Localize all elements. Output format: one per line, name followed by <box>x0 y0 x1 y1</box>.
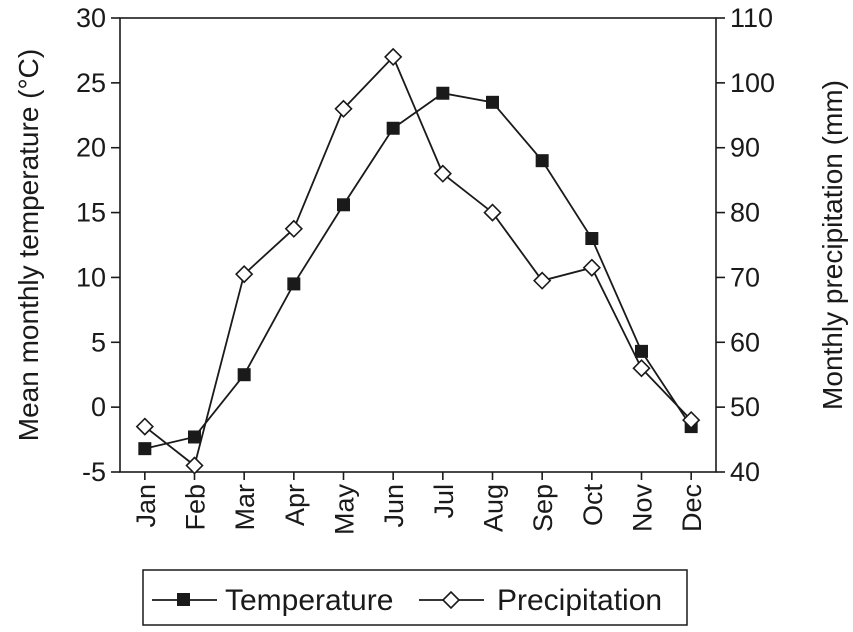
y-tick-label: 15 <box>76 198 106 228</box>
y-tick-label: 5 <box>91 327 106 357</box>
legend-precipitation-label: Precipitation <box>497 584 662 617</box>
legend-precipitation-marker <box>441 590 461 610</box>
x-tick-label: Sep <box>528 484 558 532</box>
precipitation-point <box>682 410 701 430</box>
y2-tick-label: 70 <box>730 262 760 292</box>
y2-tick-label: 60 <box>730 327 760 357</box>
precipitation-point <box>433 164 452 183</box>
legend: Temperature Precipitation <box>142 569 688 626</box>
series-lines <box>144 55 692 468</box>
precipitation-point <box>632 359 651 378</box>
y2-tick-label: 110 <box>730 3 773 33</box>
x-tick-label: Mar <box>230 484 260 531</box>
x-tick-label: Apr <box>280 484 310 526</box>
y-tick-label: -5 <box>82 457 106 487</box>
y2-tick-label: 80 <box>730 198 760 228</box>
y2-tick-label: 100 <box>730 68 775 98</box>
precipitation-point <box>135 417 154 436</box>
x-tick-label: Oct <box>578 484 608 527</box>
y2-tick-label: 40 <box>730 457 760 487</box>
y-tick-label: 0 <box>91 392 106 422</box>
temperature-point <box>138 442 152 456</box>
axes: -5 0 5 10 15 20 25 30 40 50 60 70 80 90 100 110 Jan Feb Ma… <box>76 3 775 535</box>
series-line-precipitation <box>144 55 692 468</box>
temperature-point <box>337 198 350 212</box>
legend-box <box>142 569 688 626</box>
legend-temperature-label: Temperature <box>225 584 393 617</box>
plot-frame <box>119 17 717 473</box>
series-markers <box>135 47 701 475</box>
x-tick-label: Dec <box>677 484 707 532</box>
x-tick-label: Jun <box>379 484 409 528</box>
y2-tick-label: 90 <box>730 133 760 163</box>
temperature-point <box>486 95 499 109</box>
precipitation-point <box>334 99 353 118</box>
temperature-point <box>188 430 201 444</box>
precipitation-point <box>235 265 254 284</box>
precipitation-point <box>533 271 552 290</box>
y-axis-label: Mean monthly temperature (°C) <box>13 49 44 441</box>
x-tick-label: Nov <box>628 484 658 533</box>
y2-tick-label: 50 <box>730 392 760 422</box>
x-tick-label: Jan <box>131 484 161 528</box>
temperature-point <box>237 368 251 382</box>
temperature-point <box>386 121 400 135</box>
x-tick-label: Aug <box>479 484 509 532</box>
y2-axis-label: Monthly precipitation (mm) <box>817 80 848 410</box>
precipitation-point <box>384 47 403 67</box>
precipitation-point <box>185 456 204 475</box>
x-tick-label: Feb <box>181 484 211 531</box>
precipitation-point <box>483 203 502 222</box>
precipitation-point <box>284 219 303 238</box>
legend-temperature-marker <box>177 593 190 606</box>
x-tick-label: May <box>330 484 360 536</box>
y-tick-label: 20 <box>76 133 106 163</box>
y-tick-label: 10 <box>76 262 106 292</box>
temperature-point <box>287 277 301 291</box>
precipitation-point <box>582 258 601 277</box>
y-tick-label: 25 <box>76 68 106 98</box>
x-tick-label: Jul <box>429 484 459 519</box>
temperature-point <box>535 154 549 168</box>
temperature-point <box>436 86 450 100</box>
temperature-point <box>585 232 599 246</box>
y-tick-label: 30 <box>76 3 106 33</box>
temperature-point <box>635 344 648 358</box>
series-line-temperature <box>144 92 692 450</box>
